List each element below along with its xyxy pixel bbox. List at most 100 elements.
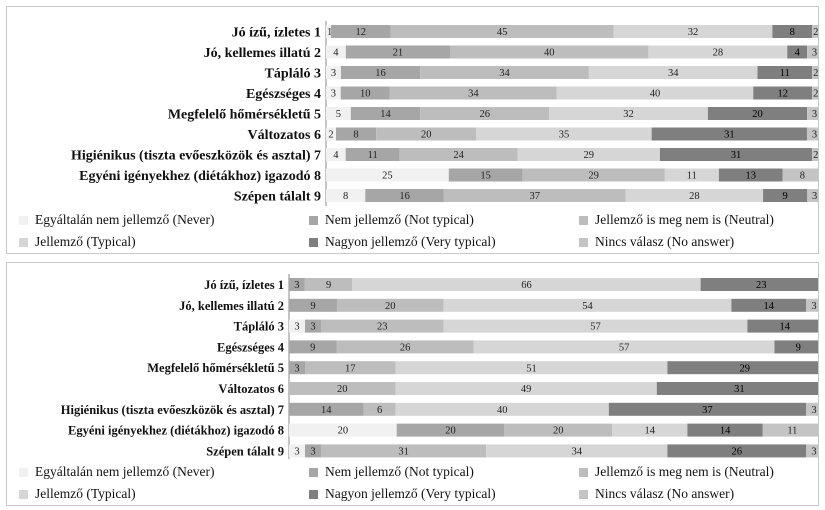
- legend-swatch: [579, 237, 588, 247]
- legend-swatch: [19, 237, 28, 247]
- data-label: 14: [644, 426, 655, 437]
- legend-swatch: [19, 489, 28, 499]
- bar-segment-very_typical: [651, 127, 807, 141]
- chart-panel-2: Jó ízű, ízletes 103966230Jó, kellemes il…: [6, 262, 819, 506]
- data-label: 3: [331, 89, 336, 100]
- bar-segment-neutral: [376, 127, 477, 141]
- data-label: 4: [333, 48, 339, 59]
- bar-segment-typical: [395, 382, 657, 395]
- bar-segment-typical: [395, 402, 609, 416]
- data-label: 29: [583, 150, 594, 161]
- bar-segment-never: [326, 107, 351, 120]
- bar-segment-neutral: [390, 25, 614, 38]
- data-label: 31: [734, 384, 745, 395]
- bar-segment-no_answer: [806, 298, 818, 312]
- data-label: 23: [756, 280, 767, 291]
- bar-segment-no_answer: [806, 444, 818, 458]
- bar-segment-very_typical: [700, 278, 818, 291]
- bar-segment-not_typical: [340, 86, 390, 100]
- bar-segment-typical: [556, 86, 754, 100]
- bar-segment-very_typical: [656, 382, 818, 395]
- legend-swatch: [309, 215, 318, 225]
- bar-segment-typical: [613, 25, 773, 38]
- bar-segment-neutral: [389, 86, 557, 100]
- bar-segment-typical: [588, 66, 758, 79]
- bar-segment-not_typical: [304, 319, 321, 333]
- bar-segment-no_answer: [806, 402, 818, 416]
- legend-label: Nincs válasz (No answer): [595, 234, 735, 249]
- legend-label: Jellemző (Typical): [35, 234, 136, 249]
- legend-item-not_typical: Nem jellemző (Not typical): [309, 211, 474, 229]
- data-label: 16: [375, 68, 386, 79]
- bar-segment-never: [289, 319, 305, 333]
- data-label: 9: [326, 280, 331, 291]
- data-label: 32: [688, 27, 699, 38]
- bar-segment-neutral: [320, 444, 487, 458]
- bar-segment-no_answer: [812, 66, 818, 79]
- legend-label: Nincs válasz (No answer): [595, 486, 735, 501]
- category-label: Egészséges 4: [217, 340, 285, 354]
- bar-segment-not_typical: [336, 127, 377, 141]
- bar-segment-never: [326, 66, 341, 79]
- bar-segment-not_typical: [350, 107, 421, 120]
- data-label: 8: [800, 171, 805, 182]
- category-label: Egészséges 4: [246, 87, 321, 102]
- legend-label: Nem jellemző (Not typical): [325, 212, 474, 227]
- chart-panel-1: Jó ízű, ízletes 1 1 12 45 32 8 2 Jó, kellemes i…: [6, 6, 819, 254]
- data-label: 31: [731, 150, 742, 161]
- bar-segment-no_answer: [807, 189, 818, 202]
- legend-swatch: [309, 237, 318, 247]
- bar-segment-very_typical: [731, 298, 807, 312]
- legend-item-no_answer: Nincs válasz (No answer): [579, 485, 734, 503]
- data-label: 3: [811, 301, 816, 312]
- legend-swatch: [19, 467, 28, 477]
- bar-segment-neutral: [443, 189, 626, 202]
- data-label: 40: [497, 405, 508, 416]
- data-label: 14: [779, 322, 790, 333]
- data-label: 23: [377, 322, 388, 333]
- data-label: 3: [812, 130, 817, 141]
- bar-segment-never: [326, 45, 346, 59]
- bar-segment-never: [326, 127, 337, 141]
- bar-segment-not_typical: [345, 45, 450, 59]
- data-label: 26: [731, 447, 742, 458]
- data-label: 3: [812, 48, 817, 59]
- legend-label: Jellemző is meg nem is (Neutral): [595, 464, 774, 479]
- bar-segment-never: [326, 86, 341, 100]
- stacked-bar-chart-2: Jó ízű, ízletes 103966230Jó, kellemes il…: [61, 274, 818, 459]
- bar-segment-not_typical: [289, 402, 364, 416]
- data-label: 9: [310, 343, 315, 354]
- bar-segment-neutral: [399, 148, 518, 161]
- data-label: 34: [468, 89, 479, 100]
- data-label: 66: [521, 280, 532, 291]
- bar-segment-neutral: [336, 298, 444, 312]
- bar-segment-very_typical: [763, 189, 808, 202]
- data-label: 28: [689, 191, 700, 202]
- data-label: 3: [811, 405, 816, 416]
- data-label: 25: [382, 171, 393, 182]
- bar-segment-typical: [476, 127, 652, 141]
- data-label: 3: [811, 447, 816, 458]
- data-label: 49: [521, 384, 532, 395]
- data-label: 8: [353, 130, 358, 141]
- bar-segment-typical: [664, 168, 719, 182]
- bar-segment-never: [326, 168, 449, 182]
- bar-segment-no_answer: [812, 148, 818, 161]
- bar-segment-typical: [648, 45, 788, 59]
- bar-segment-typical: [395, 361, 668, 375]
- data-label: 57: [590, 322, 601, 333]
- bar-segment-no_answer: [812, 86, 818, 100]
- bar-segment-very_typical: [774, 340, 818, 354]
- category-label: Változatos 6: [218, 382, 284, 396]
- data-label: 37: [529, 191, 540, 202]
- data-label: 3: [812, 191, 817, 202]
- data-label: 1: [327, 27, 332, 38]
- category-label: Megfelelő hőmérsékletű 5: [147, 361, 284, 375]
- data-label: 3: [331, 68, 336, 79]
- bar-segment-very_typical: [667, 444, 807, 458]
- data-label: 51: [526, 363, 537, 374]
- data-label: 32: [623, 109, 634, 120]
- bar-segment-neutral: [336, 340, 474, 354]
- data-label: 17: [345, 363, 356, 374]
- bar-segment-not_typical: [330, 25, 391, 38]
